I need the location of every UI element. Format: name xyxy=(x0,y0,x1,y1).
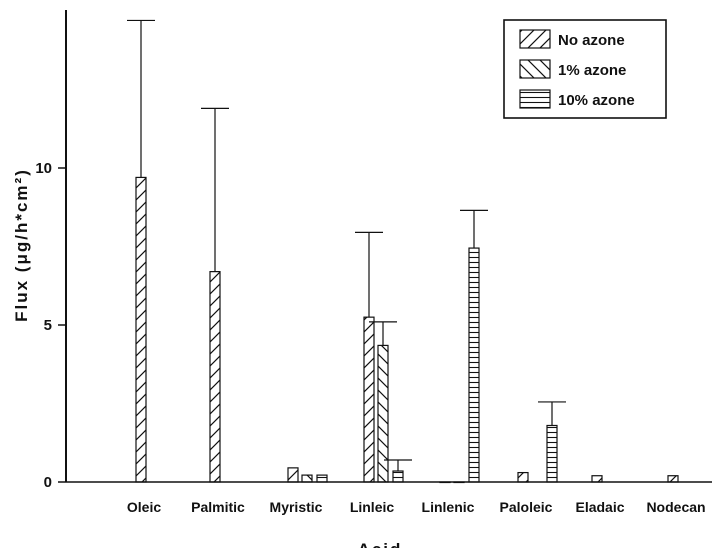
x-tick-label: Oleic xyxy=(127,499,161,515)
bar xyxy=(363,316,375,483)
bar xyxy=(453,481,465,484)
bar xyxy=(468,247,480,483)
x-tick-label: Palmitic xyxy=(191,499,245,515)
x-tick-label: Myristic xyxy=(270,499,323,515)
x-tick-label: Linlenic xyxy=(422,499,475,515)
bar xyxy=(546,424,558,483)
legend-swatch xyxy=(519,89,551,109)
y-tick-label: 5 xyxy=(44,317,52,334)
bar xyxy=(209,271,221,483)
bar xyxy=(591,475,603,483)
bar xyxy=(377,344,389,483)
legend: No azone 1% azone 10% azone xyxy=(503,19,667,119)
category-labels: Oleic Palmitic Myristic Linleic Linlenic Palo… xyxy=(127,499,706,515)
bar xyxy=(287,467,299,483)
axes xyxy=(65,10,712,483)
legend-label: 10% azone xyxy=(558,92,635,109)
x-axis-title: Acid xyxy=(358,540,403,548)
bar xyxy=(392,470,404,483)
y-axis-title: Flux (μg/h*cm²) xyxy=(12,168,31,322)
bars-layer xyxy=(135,176,679,484)
bar xyxy=(301,474,313,483)
legend-label: No azone xyxy=(558,32,625,49)
legend-swatch xyxy=(519,29,551,49)
x-tick-label: Eladaic xyxy=(575,499,624,515)
bar xyxy=(439,481,451,484)
x-tick-label: Paloleic xyxy=(500,499,553,515)
legend-label: 1% azone xyxy=(558,62,626,79)
x-tick-label: Linleic xyxy=(350,499,395,515)
error-bars-layer xyxy=(127,19,566,472)
y-ticks: 0 5 10 xyxy=(35,160,66,491)
bar xyxy=(316,474,328,483)
y-tick-label: 0 xyxy=(44,474,52,491)
bar xyxy=(135,176,147,483)
y-tick-label: 10 xyxy=(35,160,52,177)
bar xyxy=(667,475,679,483)
legend-swatch xyxy=(519,59,551,79)
x-tick-label: Nodecan xyxy=(646,499,705,515)
bar xyxy=(517,471,529,483)
